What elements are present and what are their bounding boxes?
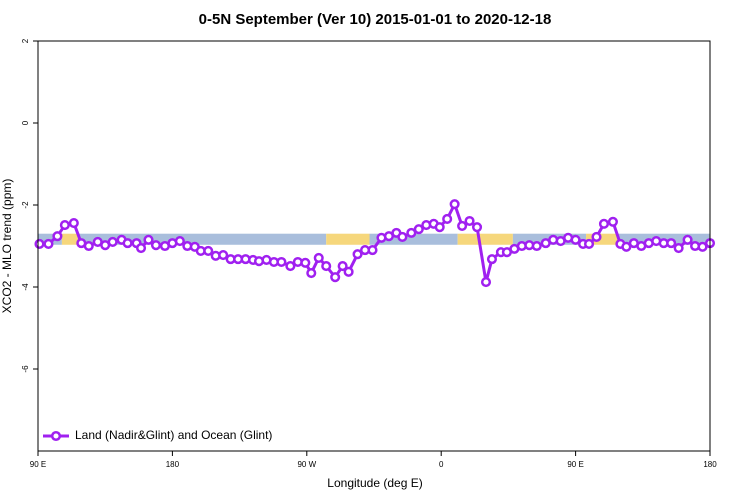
data-point xyxy=(321,261,332,272)
data-point xyxy=(83,240,94,252)
data-point xyxy=(413,224,424,235)
y-tick-label: -4 xyxy=(21,283,30,291)
data-point xyxy=(486,254,498,265)
data-point xyxy=(682,234,693,245)
data-point xyxy=(68,217,79,229)
x-tick-label: 90 E xyxy=(567,460,583,469)
data-point xyxy=(367,245,378,256)
data-point xyxy=(143,234,154,245)
surface-strip xyxy=(457,233,513,245)
data-point xyxy=(457,220,468,231)
data-point xyxy=(352,249,363,260)
plot-frame xyxy=(37,40,711,452)
data-point xyxy=(434,222,445,233)
data-point xyxy=(59,220,70,231)
data-point xyxy=(591,231,602,243)
y-tick-label: 2 xyxy=(21,38,30,43)
y-tick-label: 0 xyxy=(21,120,30,125)
data-point xyxy=(52,231,63,242)
x-tick-label: 0 xyxy=(439,460,444,469)
data-point xyxy=(337,261,348,272)
x-tick-label: 180 xyxy=(166,460,180,469)
data-point xyxy=(313,252,324,263)
data-point xyxy=(34,238,45,249)
data-point xyxy=(150,240,162,251)
data-point xyxy=(570,234,581,245)
data-point xyxy=(122,238,133,249)
data-point xyxy=(203,245,214,256)
data-point xyxy=(306,268,317,279)
x-axis-label: Longitude (deg E) xyxy=(327,476,422,490)
data-point xyxy=(276,256,287,268)
data-point xyxy=(607,216,618,227)
data-point xyxy=(598,218,610,229)
y-axis-label: XCO2 - MLO trend (ppm) xyxy=(0,179,14,314)
surface-strip xyxy=(78,233,327,245)
surface-strip xyxy=(326,233,370,245)
data-point xyxy=(583,238,595,249)
surface-strip xyxy=(586,233,618,245)
x-tick-label: 90 W xyxy=(297,460,316,469)
data-point xyxy=(480,277,492,288)
data-point xyxy=(464,215,475,227)
data-point xyxy=(135,243,147,254)
x-tick-label: 180 xyxy=(703,460,717,469)
data-point xyxy=(442,213,453,224)
legend-label: Land (Nadir&Glint) and Ocean (Glint) xyxy=(75,428,272,442)
chart-title: 0-5N September (Ver 10) 2015-01-01 to 20… xyxy=(199,11,552,28)
data-point xyxy=(673,243,684,254)
data-point xyxy=(174,236,185,247)
y-tick-label: -2 xyxy=(21,201,30,209)
legend-marker xyxy=(50,430,62,442)
data-point xyxy=(300,257,311,268)
surface-strip xyxy=(61,233,79,245)
data-point xyxy=(43,238,54,249)
data-point xyxy=(697,241,708,252)
data-point xyxy=(531,240,542,252)
data-point xyxy=(471,222,483,233)
data-point xyxy=(666,238,677,249)
data-point xyxy=(397,231,408,243)
x-tick-label: 90 E xyxy=(30,460,46,469)
y-tick-label: -6 xyxy=(21,365,30,373)
surface-strip xyxy=(369,233,458,245)
data-point xyxy=(343,266,354,277)
data-point xyxy=(285,261,296,272)
data-point xyxy=(218,249,229,261)
data-point xyxy=(330,272,341,283)
data-point xyxy=(449,199,460,210)
data-point xyxy=(406,227,417,238)
data-point xyxy=(621,241,632,252)
data-point xyxy=(107,236,118,247)
